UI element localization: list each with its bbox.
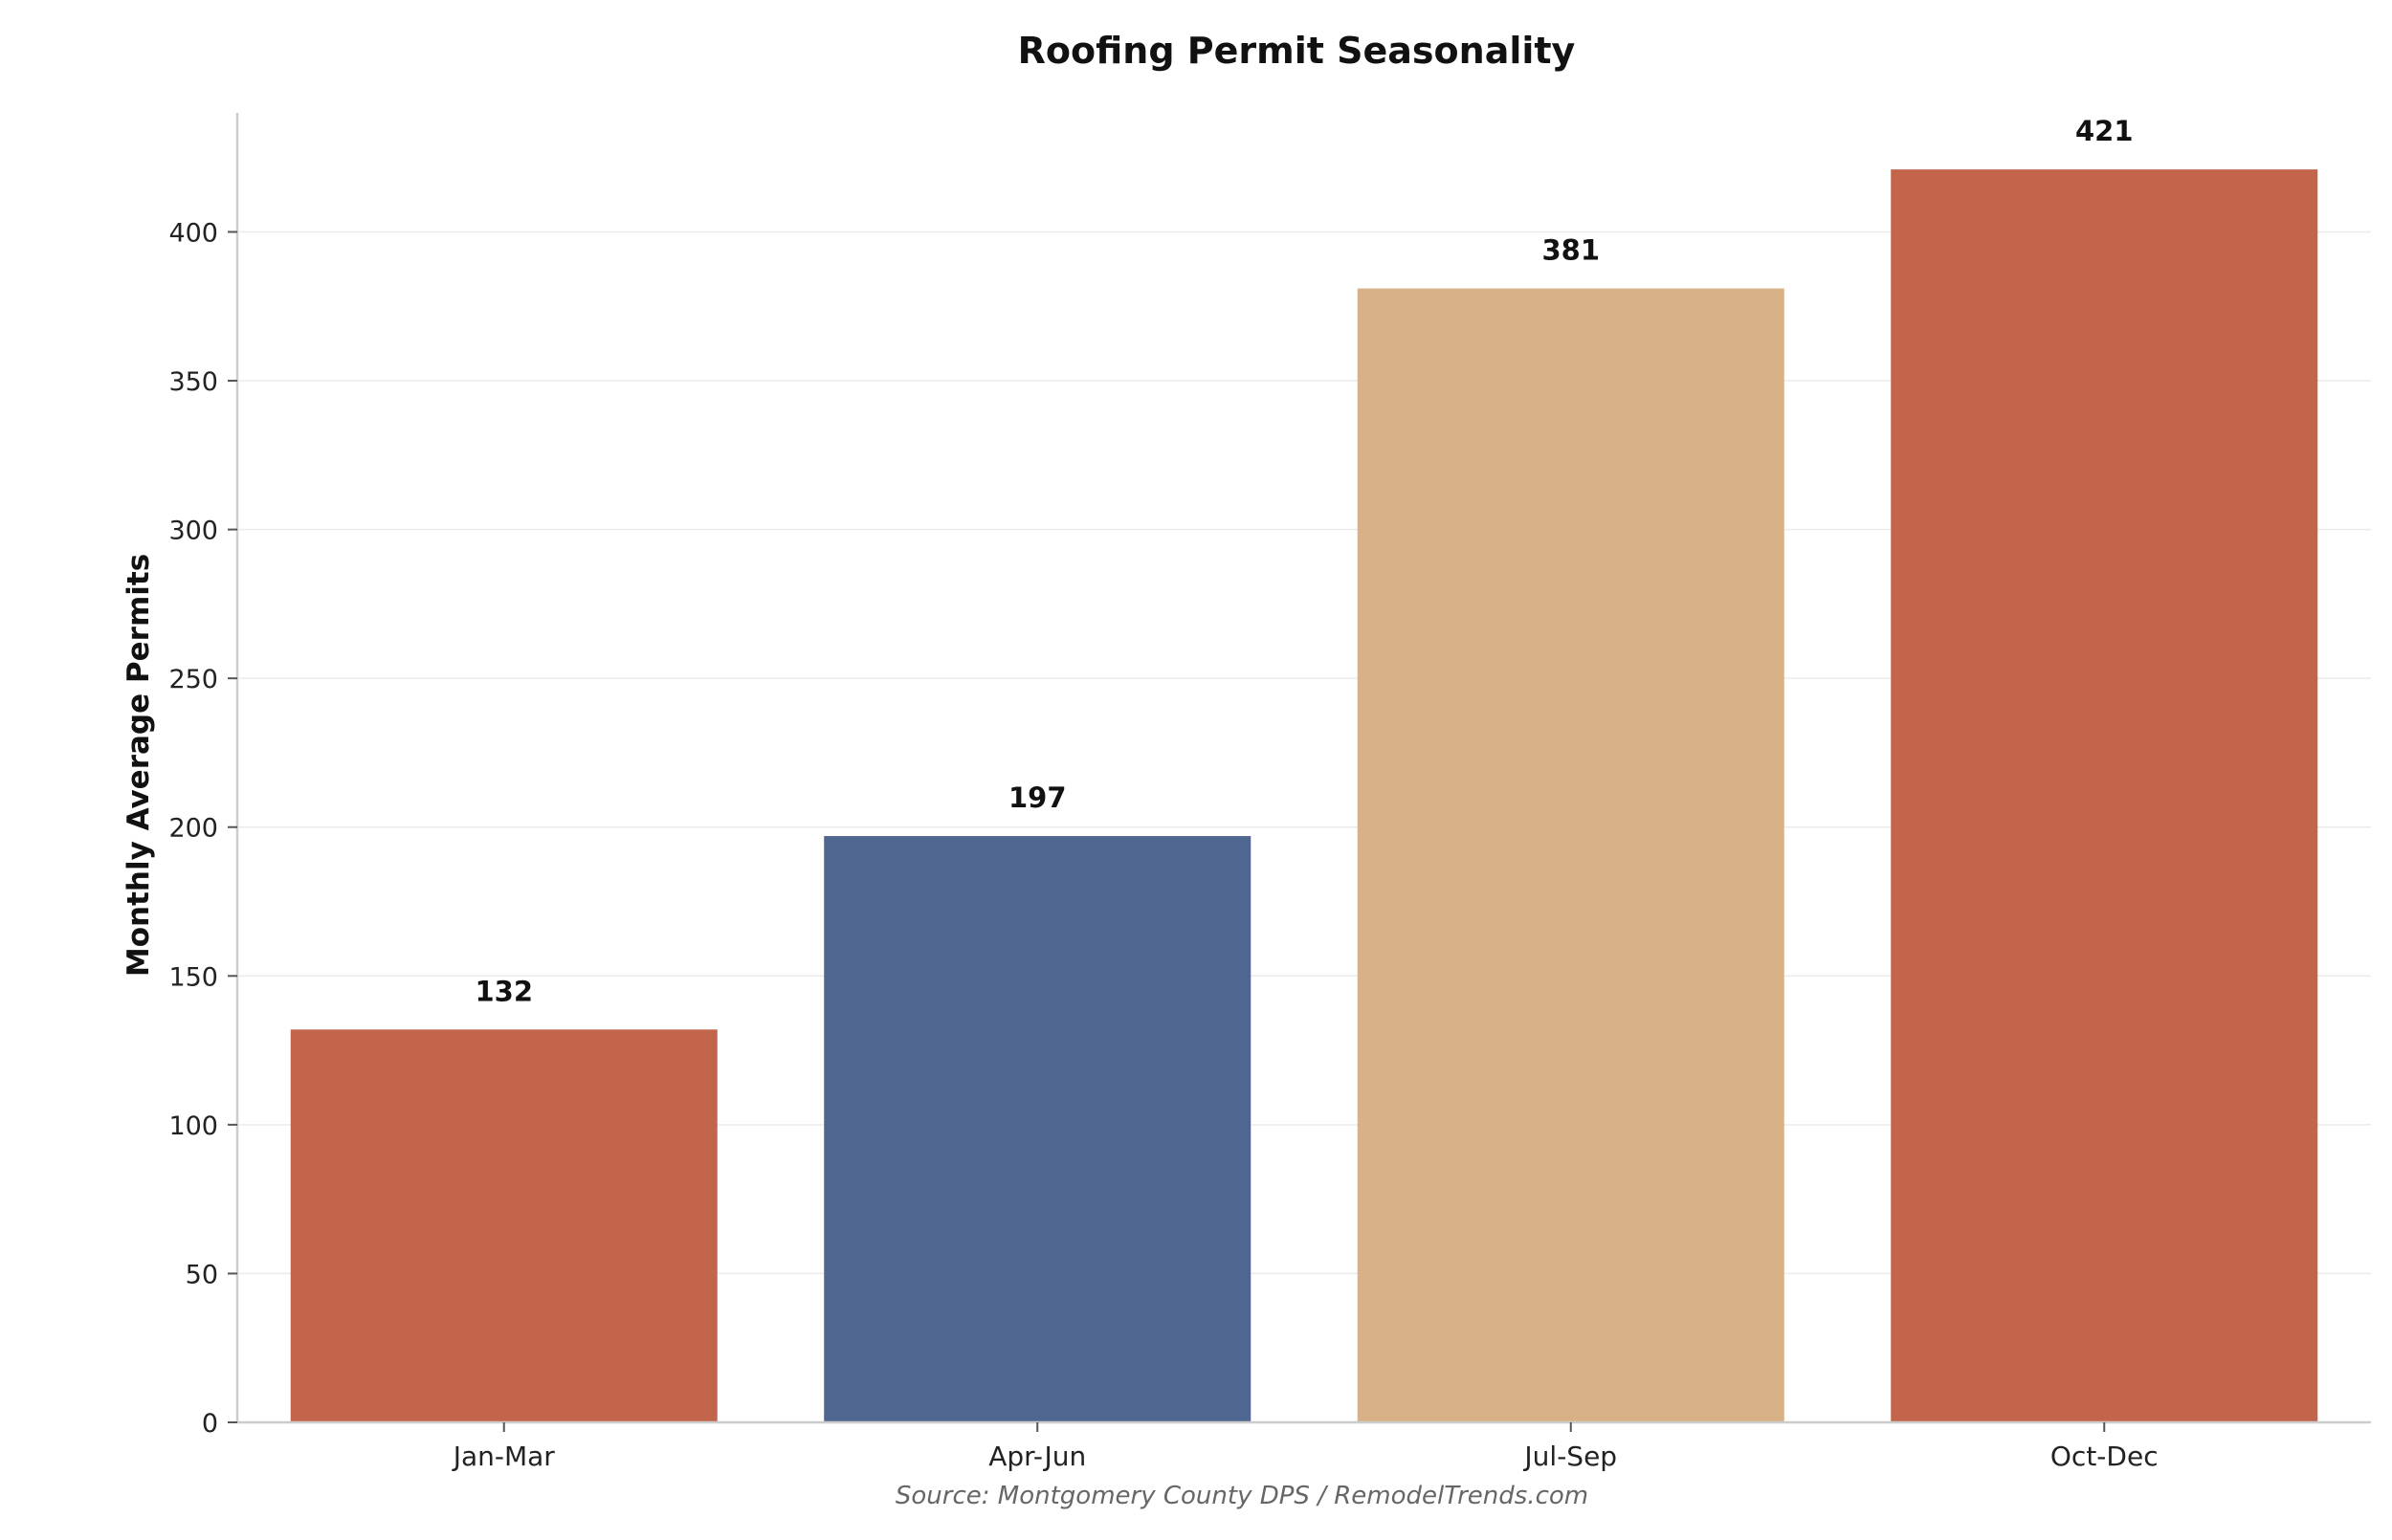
chart-title: Roofing Permit Seasonality bbox=[1018, 30, 1576, 72]
x-tick-label: Apr-Jun bbox=[988, 1441, 1086, 1472]
bars bbox=[290, 169, 2318, 1423]
x-axis-ticks: Jan-Mar Apr-Jun Jul-Sep Oct-Dec bbox=[452, 1422, 2159, 1472]
y-tick-label: 0 bbox=[202, 1409, 218, 1439]
x-tick-label: Jul-Sep bbox=[1522, 1441, 1617, 1472]
x-tick-label: Jan-Mar bbox=[452, 1441, 556, 1472]
x-tick-label: Oct-Dec bbox=[2050, 1441, 2159, 1472]
y-tick-label: 350 bbox=[168, 367, 218, 397]
data-label: 132 bbox=[475, 975, 533, 1007]
bar bbox=[824, 836, 1251, 1422]
y-axis-ticks: 0 50 100 150 200 250 300 350 400 bbox=[168, 218, 237, 1439]
data-label: 197 bbox=[1008, 781, 1067, 814]
bar bbox=[1357, 288, 1784, 1423]
data-label: 381 bbox=[1541, 234, 1600, 267]
bar bbox=[1891, 169, 2318, 1422]
y-tick-label: 150 bbox=[168, 962, 218, 992]
data-label: 421 bbox=[2075, 115, 2134, 147]
y-tick-label: 50 bbox=[186, 1260, 218, 1289]
y-tick-label: 100 bbox=[168, 1111, 218, 1141]
y-axis-label: Monthly Average Permits bbox=[122, 554, 156, 977]
y-tick-label: 250 bbox=[168, 665, 218, 694]
bar bbox=[290, 1029, 718, 1422]
data-labels: 132 197 381 421 bbox=[475, 115, 2133, 1007]
y-tick-label: 300 bbox=[168, 517, 218, 546]
y-tick-label: 200 bbox=[168, 814, 218, 844]
axes bbox=[235, 113, 2371, 1424]
y-tick-label: 400 bbox=[168, 218, 218, 248]
source-note: Source: Montgomery County DPS / RemodelT… bbox=[896, 1482, 1588, 1510]
